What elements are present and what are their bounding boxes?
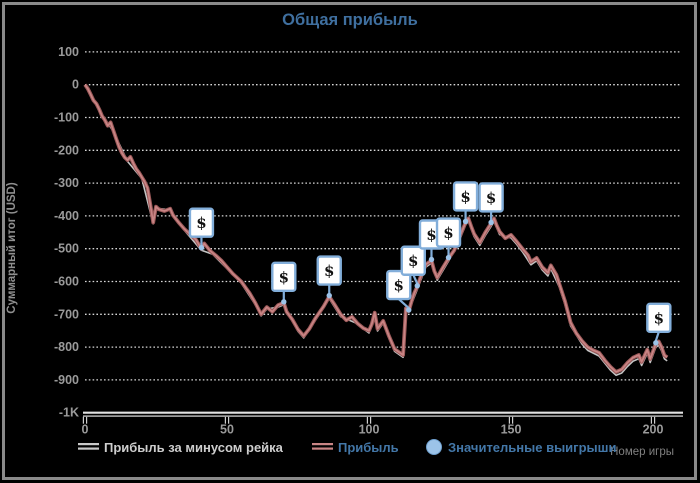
legend-line-swatch-salmon [312, 447, 333, 450]
x-axis-title: Номер игры [610, 446, 674, 458]
profit-line-outline [83, 83, 669, 374]
win-marker[interactable]: $ [316, 255, 342, 299]
x-tick-label: 100 [359, 423, 380, 437]
dollar-icon: $ [486, 189, 496, 207]
dollar-icon: $ [426, 226, 436, 244]
dollar-icon: $ [460, 188, 470, 206]
dollar-icon: $ [324, 262, 334, 280]
win-marker-dot [462, 218, 469, 225]
legend: Прибыль за минусом рейка Прибыль Значите… [78, 439, 617, 456]
y-tick-label: -200 [54, 143, 79, 157]
win-marker-box [452, 181, 479, 212]
win-marker-box [435, 217, 462, 248]
legend-item-minus-rake[interactable]: Прибыль за минусом рейка [78, 440, 284, 455]
y-tick-label: -800 [54, 340, 79, 354]
y-tick-label: -900 [54, 373, 79, 387]
win-marker-stem [654, 331, 660, 342]
x-tick-label: 150 [501, 423, 522, 437]
dollar-icon: $ [443, 224, 453, 242]
legend-label-minus-rake: Прибыль за минусом рейка [104, 440, 284, 455]
win-marker-dot [445, 254, 452, 261]
dollar-icon: $ [279, 268, 289, 286]
win-marker[interactable]: $ [435, 217, 462, 261]
x-tick-label: 200 [643, 423, 664, 437]
y-tick-label: 0 [72, 78, 79, 92]
legend-label-wins: Значительные выигрыши [448, 440, 616, 455]
legend-label-profit: Прибыль [338, 440, 399, 455]
win-marker[interactable]: $ [478, 182, 504, 226]
dollar-icon: $ [394, 277, 404, 295]
chart-title: Общая прибыль [282, 11, 418, 29]
win-marker[interactable]: $ [452, 181, 479, 225]
win-marker-box [386, 269, 412, 301]
win-marker-dot [488, 219, 494, 226]
win-marker-box [271, 261, 297, 293]
dollar-icon: $ [654, 309, 664, 327]
win-marker-dot [414, 283, 420, 289]
x-tick-label: 0 [82, 423, 89, 437]
win-marker-dot [653, 340, 659, 346]
dollar-icon: $ [408, 252, 418, 270]
minus-rake-line [84, 85, 668, 377]
legend-line-swatch-salmon [312, 443, 333, 446]
win-marker[interactable]: $ [271, 261, 297, 305]
y-tick-label: 100 [58, 45, 79, 59]
legend-line-swatch-gray [78, 447, 99, 450]
win-marker-box [646, 302, 672, 334]
profit-line [84, 84, 668, 373]
win-marker-dot [428, 256, 435, 263]
y-tick-label: -700 [54, 307, 79, 321]
win-marker[interactable]: $ [400, 245, 426, 289]
x-tick-label: 50 [220, 423, 234, 437]
y-tick-label: -500 [54, 242, 79, 256]
win-marker-dot [406, 307, 412, 313]
legend-line-swatch-gray [78, 443, 99, 446]
win-marker-box [400, 245, 426, 276]
y-tick-label: -1K [59, 406, 79, 420]
win-marker-dot [198, 245, 205, 251]
y-tick-label: -400 [54, 209, 79, 223]
y-axis-title: Суммарный итог (USD) [6, 182, 18, 314]
win-marker-dot [281, 299, 287, 305]
win-marker-box [478, 182, 504, 213]
win-marker[interactable]: $ [188, 207, 215, 251]
legend-item-wins[interactable]: Значительные выигрыши [426, 439, 617, 456]
win-marker-dot [326, 292, 332, 299]
y-tick-label: -600 [54, 275, 79, 289]
win-marker-stem [412, 274, 419, 285]
y-tick-label: -100 [54, 111, 79, 125]
win-marker-box [316, 255, 342, 286]
y-tick-label: -300 [54, 176, 79, 190]
win-marker-box [188, 207, 215, 238]
legend-item-profit[interactable]: Прибыль [312, 440, 399, 455]
win-marker[interactable]: $ [646, 302, 672, 346]
win-marker[interactable]: $ [386, 269, 412, 313]
win-marker-stem [398, 298, 410, 309]
legend-circle-swatch-blue [426, 439, 442, 455]
dollar-icon: $ [196, 214, 206, 232]
